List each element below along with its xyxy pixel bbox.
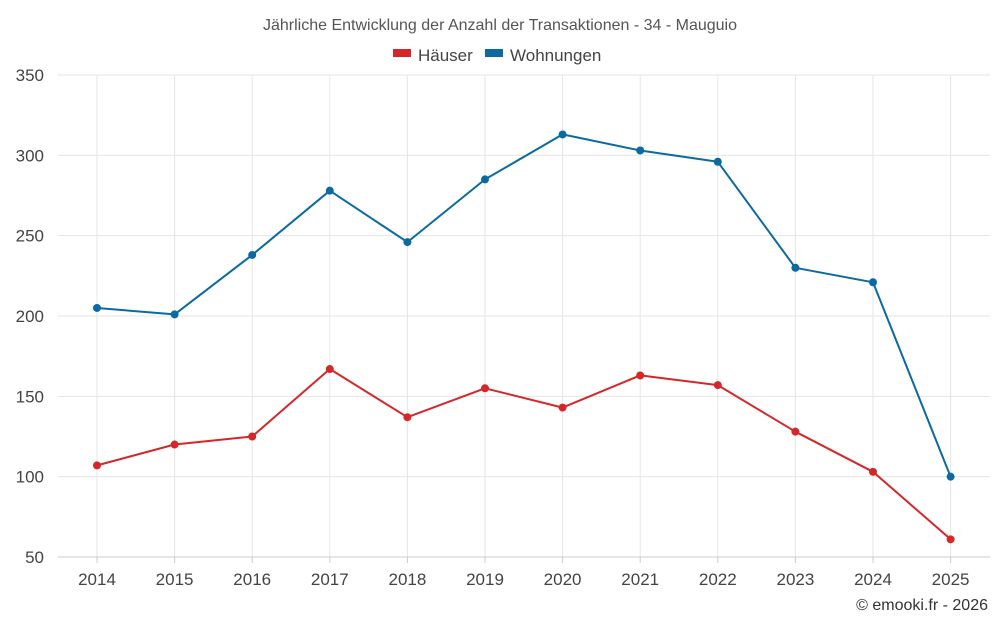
data-point-haeuser[interactable] [791,427,800,436]
data-point-haeuser[interactable] [713,381,722,390]
data-point-haeuser[interactable] [248,432,257,441]
data-point-haeuser[interactable] [170,440,179,449]
series-haeuser [93,365,955,544]
data-point-wohnungen[interactable] [170,310,179,319]
y-tick-label: 350 [16,66,44,85]
data-point-haeuser[interactable] [946,535,955,544]
data-point-haeuser[interactable] [481,384,489,393]
chart-title: Jährliche Entwicklung der Anzahl der Tra… [263,17,737,34]
y-tick-label: 250 [16,227,44,246]
y-axis: 50 100 150 200 250 300 350 [16,66,44,567]
data-point-wohnungen[interactable] [248,250,257,259]
data-point-wohnungen[interactable] [869,278,877,287]
data-point-haeuser[interactable] [869,467,877,476]
data-point-wohnungen[interactable] [325,186,334,195]
legend-label-wohnungen: Wohnungen [510,46,601,65]
legend: Häuser Wohnungen [393,46,601,65]
x-tick-label: 2017 [311,570,349,589]
y-tick-label: 150 [16,387,44,406]
data-point-wohnungen[interactable] [93,303,101,312]
x-tick-label: 2022 [699,570,737,589]
y-tick-label: 200 [16,307,44,326]
data-point-wohnungen[interactable] [481,175,489,184]
x-tick-label: 2024 [854,570,892,589]
legend-label-haeuser: Häuser [418,46,473,65]
x-tick-label: 2019 [466,570,504,589]
x-tick-label: 2014 [78,570,116,589]
data-point-wohnungen[interactable] [403,238,412,247]
data-point-haeuser[interactable] [636,371,645,380]
data-point-wohnungen[interactable] [791,263,800,272]
data-point-haeuser[interactable] [93,461,101,470]
x-tick-label: 2025 [932,570,970,589]
x-tick-label: 2018 [388,570,426,589]
credit-text: © emooki.fr - 2026 [856,597,988,614]
series-line-wohnungen [96,133,952,478]
x-tick-label: 2015 [156,570,194,589]
data-point-haeuser[interactable] [558,403,567,412]
legend-swatch-haeuser [393,49,411,57]
grid [58,74,990,558]
y-tick-label: 300 [16,146,44,165]
legend-item-haeuser[interactable]: Häuser [393,46,473,65]
data-point-wohnungen[interactable] [558,130,567,139]
data-point-wohnungen[interactable] [636,146,645,155]
x-tick-label: 2021 [621,570,659,589]
series-layer [93,130,955,544]
x-tick-label: 2020 [544,570,582,589]
y-tick-label: 100 [16,468,44,487]
legend-item-wohnungen[interactable]: Wohnungen [485,46,601,65]
data-point-haeuser[interactable] [403,413,412,422]
series-line-haeuser [96,368,952,541]
data-point-wohnungen[interactable] [946,472,955,481]
x-axis: 2014 2015 2016 2017 2018 2019 2020 2021 2022 2023… [58,556,990,589]
series-wohnungen [93,130,955,481]
x-tick-label: 2016 [233,570,271,589]
data-point-wohnungen[interactable] [713,157,722,166]
legend-swatch-wohnungen [485,49,503,57]
y-tick-label: 50 [25,548,44,567]
x-tick-label: 2023 [776,570,814,589]
data-point-haeuser[interactable] [325,365,334,374]
